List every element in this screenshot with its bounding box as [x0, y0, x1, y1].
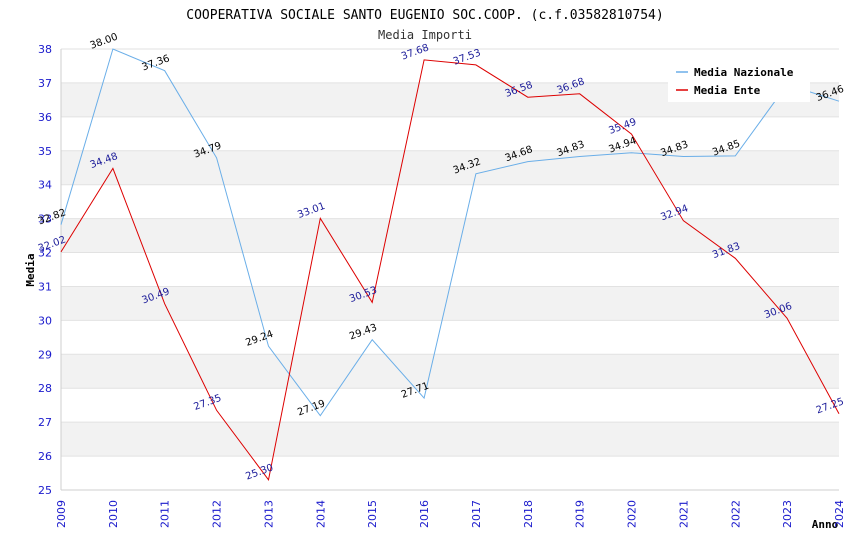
y-tick-label: 38 — [38, 43, 52, 56]
data-label-media-ente: 37.53 — [452, 48, 483, 68]
grid-band — [61, 354, 839, 389]
y-tick-label: 25 — [38, 484, 52, 497]
legend-label-media-nazionale: Media Nazionale — [694, 66, 794, 79]
y-tick-label: 35 — [38, 145, 52, 158]
y-axis-ticks: 25 26 27 28 29 30 31 32 33 34 35 36 37 38 — [38, 43, 52, 497]
y-axis-title: Media — [24, 253, 37, 286]
x-tick-label: 2022 — [729, 500, 742, 528]
y-tick-label: 36 — [38, 111, 52, 124]
x-tick-label: 2011 — [159, 500, 172, 528]
chart-subtitle: Media Importi — [378, 28, 472, 42]
series-lines — [60, 48, 840, 481]
x-tick-label: 2013 — [262, 500, 275, 528]
y-tick-label: 33 — [38, 213, 52, 226]
data-label-media-nazionale: 29.24 — [244, 329, 275, 349]
grid-band — [61, 286, 839, 321]
x-tick-label: 2015 — [366, 500, 379, 528]
legend: Media Nazionale Media Ente — [668, 58, 810, 102]
legend-label-media-ente: Media Ente — [694, 84, 761, 97]
data-label-media-nazionale: 29.43 — [348, 322, 379, 342]
x-tick-label: 2009 — [55, 500, 68, 528]
x-tick-label: 2020 — [626, 500, 639, 528]
data-label-media-nazionale: 27.19 — [296, 398, 327, 418]
series-line-media-ente — [60, 59, 840, 481]
y-tick-label: 37 — [38, 77, 52, 90]
x-tick-label: 2010 — [107, 500, 120, 528]
data-label-media-ente: 35.49 — [607, 117, 638, 137]
grid-band — [61, 218, 839, 253]
legend-box — [668, 58, 810, 102]
y-tick-label: 26 — [38, 450, 52, 463]
x-tick-label: 2016 — [418, 500, 431, 528]
data-label-media-ente: 37.68 — [400, 42, 431, 62]
data-label-media-nazionale: 37.36 — [141, 53, 172, 73]
x-tick-label: 2021 — [677, 500, 690, 528]
grid-bands — [61, 82, 839, 457]
data-label-media-ente: 27.35 — [192, 393, 223, 413]
data-label-media-ente: 33.01 — [296, 201, 327, 221]
y-tick-label: 29 — [38, 348, 52, 361]
grid-band — [61, 422, 839, 457]
y-tick-label: 31 — [38, 280, 52, 293]
y-tick-label: 27 — [38, 416, 52, 429]
y-tick-label: 32 — [38, 247, 52, 260]
x-tick-label: 2017 — [470, 500, 483, 528]
chart-title: COOPERATIVA SOCIALE SANTO EUGENIO SOC.CO… — [186, 8, 663, 23]
x-axis-title: Anno — [812, 518, 839, 531]
y-tick-label: 28 — [38, 382, 52, 395]
data-label-media-ente: 27.25 — [815, 396, 846, 416]
x-tick-label: 2014 — [314, 500, 327, 528]
x-tick-label: 2024 — [833, 500, 846, 528]
x-tick-label: 2012 — [211, 500, 224, 528]
series-line-media-nazionale — [60, 48, 840, 417]
y-tick-label: 30 — [38, 314, 52, 327]
x-tick-label: 2018 — [522, 500, 535, 528]
x-tick-label: 2023 — [781, 500, 794, 528]
y-tick-label: 34 — [38, 179, 52, 192]
x-axis-ticks: 2009 2010 2011 2012 2013 2014 2015 2016 2017 2018… — [55, 500, 846, 528]
x-tick-label: 2019 — [574, 500, 587, 528]
data-label-media-ente: 25.30 — [244, 462, 275, 482]
